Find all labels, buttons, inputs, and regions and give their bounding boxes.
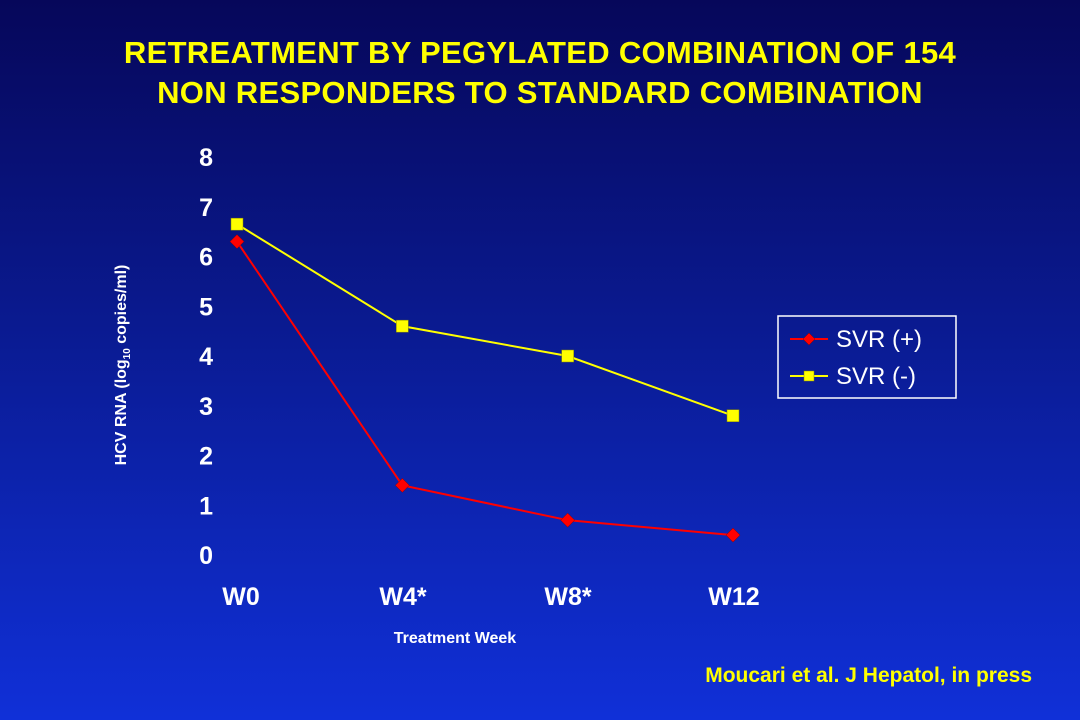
citation: Moucari et al. J Hepatol, in press — [705, 664, 1032, 687]
y-tick-label: 0 — [199, 542, 213, 570]
y-axis-title-main: HCV RNA (log — [113, 359, 130, 465]
legend-items: SVR (+) SVR (-) — [790, 326, 922, 390]
x-tick-label: W4* — [379, 583, 427, 611]
y-axis-title-subscript: 10 — [122, 348, 133, 360]
slide-title-line-1: RETREATMENT BY PEGYLATED COMBINATION OF … — [123, 35, 957, 70]
x-axis-title: Treatment Week — [394, 630, 517, 647]
y-axis-title-rest: copies/ml) — [113, 265, 130, 349]
legend-box — [777, 315, 957, 399]
svr-positive-point — [229, 234, 245, 249]
legend-label-svr-negative: SVR (-) — [836, 363, 916, 390]
y-tick-label: 6 — [199, 244, 213, 272]
legend-marker-svr-negative — [803, 370, 815, 382]
y-tick-label: 2 — [199, 443, 213, 471]
y-tick-label: 8 — [199, 144, 213, 172]
svr-positive-line — [236, 241, 734, 537]
legend-label-svr-positive: SVR (+) — [836, 326, 922, 353]
series-layer — [229, 217, 741, 543]
y-axis-ticks: 0 1 2 3 4 5 6 7 8 — [199, 144, 213, 570]
slide-title: RETREATMENT BY PEGYLATED COMBINATION OF … — [0, 33, 1080, 113]
legend-marker-svr-positive — [802, 332, 816, 346]
x-axis-ticks: W0 W4* W8* W12 — [222, 583, 759, 611]
x-tick-label: W12 — [708, 583, 759, 611]
svr-negative-point — [726, 409, 740, 422]
y-tick-label: 1 — [199, 492, 213, 520]
y-axis-title: HCV RNA (log10 copies/ml) — [113, 265, 133, 466]
x-tick-label: W8* — [544, 583, 592, 611]
y-tick-label: 5 — [199, 293, 213, 321]
svr-negative-point — [230, 217, 244, 231]
y-tick-label: 7 — [199, 194, 213, 222]
svr-positive-point — [560, 512, 576, 528]
slide-title-line-2: NON RESPONDERS TO STANDARD COMBINATION — [157, 75, 923, 110]
svr-negative-point — [396, 319, 409, 333]
x-tick-label: W0 — [222, 583, 260, 611]
svr-negative-line — [236, 223, 734, 417]
y-tick-label: 4 — [199, 343, 213, 371]
y-tick-label: 3 — [199, 393, 213, 421]
svr-negative-point — [561, 349, 574, 363]
legend: SVR (+) SVR (-) — [777, 315, 957, 399]
svr-positive-point — [394, 477, 410, 493]
svr-positive-point — [725, 527, 741, 543]
